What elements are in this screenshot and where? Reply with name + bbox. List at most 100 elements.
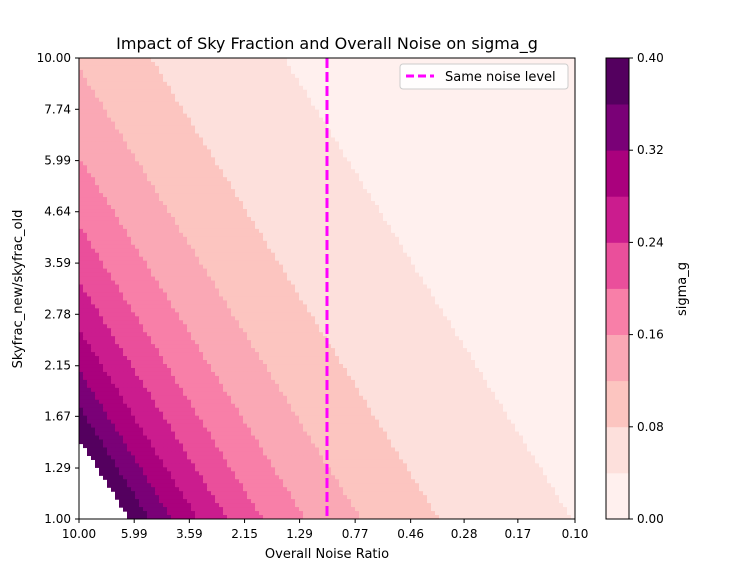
contour-cell bbox=[163, 153, 168, 158]
contour-cell bbox=[155, 205, 160, 210]
contour-cell bbox=[163, 181, 168, 186]
contour-cell bbox=[243, 69, 248, 75]
contour-cell bbox=[275, 117, 280, 123]
contour-cell bbox=[387, 165, 392, 170]
contour-cell bbox=[399, 197, 404, 202]
contour-cell bbox=[183, 205, 188, 210]
contour-cell bbox=[531, 173, 536, 178]
contour-cell bbox=[127, 169, 132, 174]
contour-cell bbox=[275, 161, 280, 166]
contour-cell bbox=[339, 109, 344, 115]
contour-cell bbox=[483, 185, 488, 190]
contour-cell bbox=[299, 165, 304, 170]
contour-cell bbox=[107, 189, 112, 194]
contour-cell bbox=[103, 193, 108, 198]
contour-cell bbox=[319, 93, 324, 99]
contour-cell bbox=[143, 61, 148, 67]
contour-cell bbox=[499, 193, 504, 198]
contour-cell bbox=[371, 73, 376, 79]
contour-cell bbox=[155, 177, 160, 182]
contour-cell bbox=[263, 149, 268, 154]
contour-cell bbox=[331, 77, 336, 83]
contour-cell bbox=[335, 89, 340, 95]
contour-cell bbox=[471, 177, 476, 182]
contour-cell bbox=[259, 97, 264, 103]
contour-cell bbox=[271, 137, 276, 143]
contour-cell bbox=[491, 169, 496, 174]
contour-cell bbox=[159, 205, 164, 210]
contour-cell bbox=[351, 69, 356, 75]
contour-cell bbox=[255, 141, 260, 147]
contour-cell bbox=[227, 73, 232, 79]
contour-cell bbox=[535, 129, 540, 135]
contour-cell bbox=[383, 201, 388, 206]
contour-cell bbox=[563, 121, 568, 127]
contour-cell bbox=[259, 185, 264, 190]
contour-cell bbox=[511, 209, 516, 214]
contour-cell bbox=[423, 137, 428, 143]
contour-cell bbox=[399, 129, 404, 135]
contour-cell bbox=[467, 137, 472, 143]
contour-cell bbox=[147, 212, 152, 218]
contour-cell bbox=[407, 93, 412, 99]
contour-cell bbox=[459, 177, 464, 182]
contour-cell bbox=[383, 177, 388, 182]
contour-cell bbox=[379, 58, 384, 63]
contour-cell bbox=[503, 201, 508, 206]
contour-cell bbox=[503, 141, 508, 147]
contour-cell bbox=[343, 189, 348, 194]
contour-cell bbox=[359, 161, 364, 166]
contour-cell bbox=[351, 121, 356, 127]
contour-cell bbox=[311, 197, 316, 202]
contour-cell bbox=[367, 85, 372, 91]
contour-cell bbox=[435, 58, 440, 63]
contour-cell bbox=[407, 201, 412, 206]
contour-cell bbox=[175, 193, 180, 198]
contour-cell bbox=[215, 101, 220, 107]
contour-cell bbox=[499, 165, 504, 170]
contour-cell bbox=[431, 161, 436, 166]
contour-cell bbox=[335, 58, 340, 63]
contour-cell bbox=[295, 149, 300, 154]
contour-cell bbox=[415, 117, 420, 123]
contour-cell bbox=[111, 85, 116, 91]
contour-cell bbox=[111, 161, 116, 166]
contour-cell bbox=[395, 121, 400, 127]
contour-cell bbox=[479, 161, 484, 166]
contour-cell bbox=[283, 189, 288, 194]
contour-cell bbox=[359, 177, 364, 182]
contour-cell bbox=[307, 129, 312, 135]
contour-cell bbox=[559, 201, 564, 206]
contour-cell bbox=[375, 101, 380, 107]
contour-cell bbox=[339, 73, 344, 79]
contour-cell bbox=[331, 141, 336, 147]
contour-cell bbox=[155, 85, 160, 91]
contour-cell bbox=[119, 73, 124, 79]
contour-cell bbox=[467, 161, 472, 166]
contour-cell bbox=[127, 77, 132, 83]
contour-cell bbox=[159, 181, 164, 186]
contour-cell bbox=[151, 209, 156, 214]
contour-cell bbox=[479, 181, 484, 186]
contour-cell bbox=[271, 193, 276, 198]
contour-cell bbox=[199, 189, 204, 194]
contour-cell bbox=[371, 81, 376, 87]
contour-cell bbox=[543, 209, 548, 214]
contour-cell bbox=[319, 77, 324, 83]
contour-cell bbox=[555, 193, 560, 198]
contour-cell bbox=[215, 201, 220, 206]
contour-cell bbox=[311, 205, 316, 210]
contour-cell bbox=[359, 141, 364, 147]
contour-cell bbox=[107, 129, 112, 135]
contour-cell bbox=[139, 212, 144, 218]
contour-cell bbox=[363, 185, 368, 190]
contour-cell bbox=[255, 197, 260, 202]
contour-cell bbox=[327, 133, 332, 139]
contour-cell bbox=[227, 77, 232, 83]
contour-cell bbox=[151, 197, 156, 202]
contour-cell bbox=[255, 77, 260, 83]
contour-cell bbox=[527, 89, 532, 95]
contour-cell bbox=[407, 157, 412, 162]
contour-cell bbox=[139, 201, 144, 206]
contour-cell bbox=[115, 105, 120, 111]
